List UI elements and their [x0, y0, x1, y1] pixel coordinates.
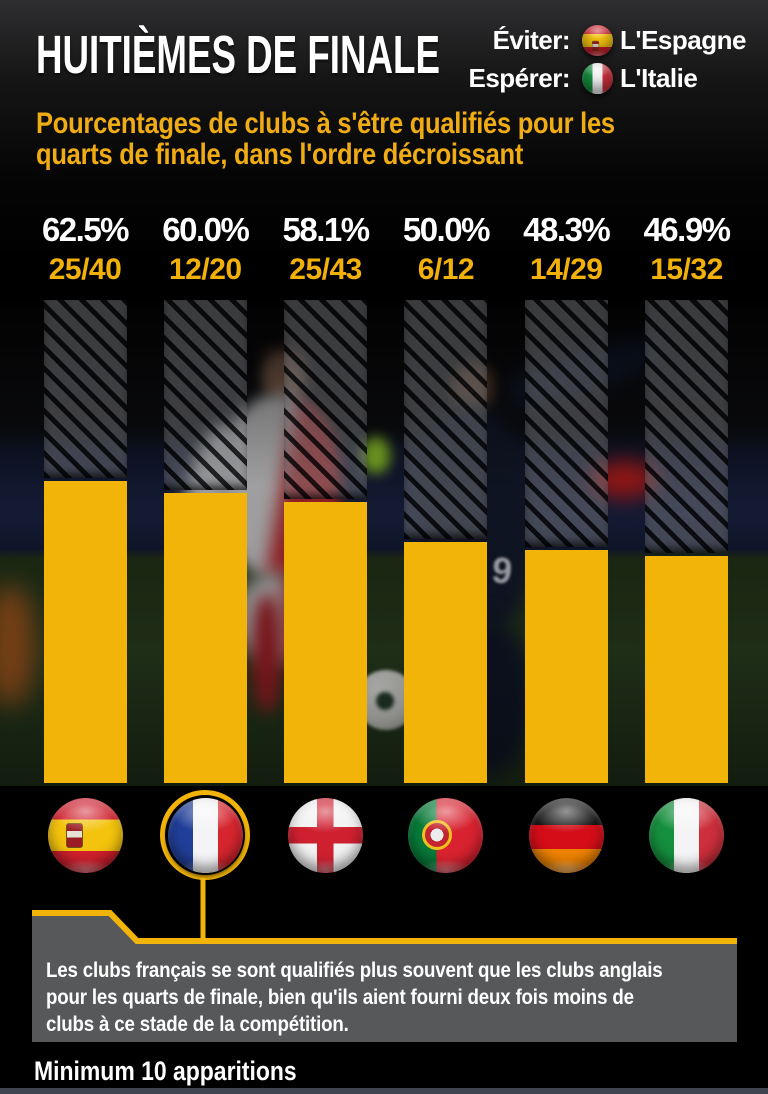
callout-text: Les clubs français se sont qualifiés plu…	[46, 957, 663, 1038]
remaining-hatch-bar	[404, 300, 488, 539]
percent-label: 50.0%	[402, 211, 491, 248]
flag-badge-italie	[641, 789, 733, 881]
flag-badge-allemagne	[520, 789, 612, 881]
portugal-crest-icon	[421, 820, 452, 850]
bar-espagne	[43, 481, 127, 783]
italy-flag-icon	[582, 62, 613, 94]
remaining-hatch-bar	[284, 300, 368, 499]
percent-label: 46.9%	[643, 211, 731, 248]
flag-badge-portugal	[400, 789, 492, 881]
bar-italie	[645, 556, 728, 783]
percent-label: 62.5%	[41, 211, 130, 248]
fraction-label: 15/32	[650, 253, 723, 286]
photo-dim-overlay	[0, 302, 768, 786]
fraction-label: 25/40	[48, 253, 122, 286]
subtitle-line-2: quarts de finale, dans l'ordre décroissa…	[36, 138, 524, 171]
avoid-label: Éviter:	[492, 24, 571, 55]
chart-subtitle: Pourcentages de clubs à s'être qualifiés…	[36, 108, 615, 170]
percent-label: 48.3%	[523, 211, 611, 248]
fraction-label: 14/29	[529, 253, 603, 286]
legend-row-avoid: Éviter: L'Espagne	[430, 22, 766, 58]
callout-line-2: pour les quarts de finale, bien qu'ils a…	[46, 985, 634, 1009]
percent-label: 58.1%	[282, 211, 371, 248]
remaining-hatch-bar	[163, 300, 247, 490]
remaining-hatch-bar	[524, 300, 608, 547]
bar-angleterre	[284, 502, 368, 783]
spain-flag-icon	[47, 797, 123, 873]
france-flag-icon	[167, 797, 243, 873]
callout-line-1: Les clubs français se sont qualifiés plu…	[46, 958, 663, 982]
callout-background	[32, 916, 737, 1042]
page-title: HUITIÈMES DE FINALE	[36, 25, 440, 85]
remaining-hatch-bar	[43, 300, 127, 478]
spain-flag-icon	[582, 24, 613, 56]
italy-flag-icon	[649, 797, 724, 873]
hope-label: Espérer:	[468, 62, 571, 93]
fraction-label: 25/43	[289, 253, 362, 286]
england-flag-icon	[288, 797, 364, 873]
fraction-label: 6/12	[417, 253, 475, 286]
bar-france	[163, 493, 247, 783]
footnote: Minimum 10 apparitions	[34, 1056, 297, 1086]
flag-badge-espagne	[39, 789, 131, 881]
germany-flag-icon	[528, 797, 604, 873]
callout-box	[32, 878, 737, 1042]
spain-crest-icon	[65, 823, 83, 848]
subtitle-line-1: Pourcentages de clubs à s'être qualifiés…	[36, 107, 615, 140]
flag-badge-angleterre	[280, 789, 372, 881]
legend-row-hope: Espérer: L'Italie	[430, 60, 766, 96]
remaining-hatch-bar	[645, 300, 728, 553]
fraction-label: 12/20	[169, 253, 242, 286]
flag-badge-france	[159, 789, 251, 881]
portugal-flag-icon	[408, 797, 484, 873]
hope-country: L'Italie	[620, 62, 698, 93]
bar-allemagne	[524, 550, 608, 783]
bar-portugal	[404, 542, 488, 783]
avoid-country: L'Espagne	[620, 24, 746, 55]
bottom-strip	[0, 1088, 768, 1094]
callout-line-3: clubs à ce stade de la compétition.	[46, 1012, 349, 1036]
callout-top-border	[32, 910, 737, 944]
percent-label: 60.0%	[162, 211, 250, 248]
